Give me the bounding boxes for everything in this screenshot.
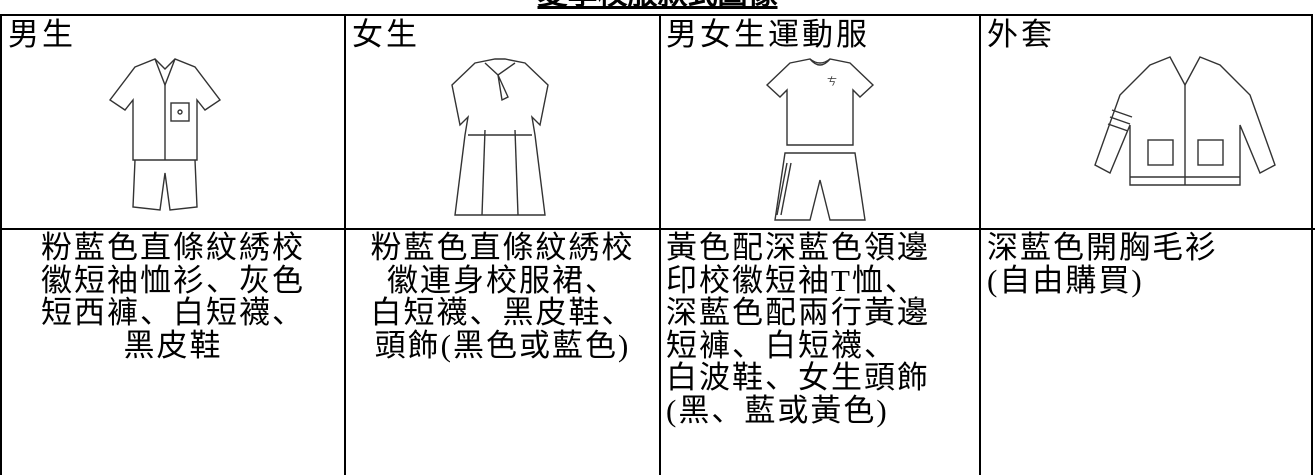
description-line: 印校徽短袖T恤、 [666, 262, 918, 298]
column-border [979, 14, 981, 475]
boy-uniform-image [108, 58, 222, 211]
sports-uniform-image: ㄘ [765, 58, 875, 221]
description-line: (自由購買) [987, 262, 1144, 298]
description-line: 黃色配深藍色領邊 [666, 230, 930, 265]
column-header: 外套 [987, 17, 1055, 52]
table-frame [0, 14, 1313, 475]
column-header: 女生 [352, 17, 420, 52]
description-line: 徽短袖恤衫、灰色 [41, 262, 305, 298]
description-line: 頭飾(黑色或藍色) [374, 327, 631, 363]
description-line: 深藍色開胸毛衫 [987, 230, 1218, 265]
svg-text:ㄘ: ㄘ [827, 75, 837, 88]
description-line: 短褲、白短襪、 [666, 327, 897, 363]
jacket-image [1094, 56, 1276, 186]
column-border [344, 14, 346, 475]
row-border [0, 228, 1315, 230]
description-line: 白波鞋、女生頭飾 [666, 360, 930, 395]
description-line: 短西褲、白短襪、 [41, 295, 305, 330]
column-header: 男生 [8, 17, 76, 52]
column-border [659, 14, 661, 475]
description-line: 徽連身校服裙、 [387, 262, 618, 298]
description-line: 粉藍色直條紋綉校 [41, 230, 305, 265]
description-line: 白短襪、黑皮鞋、 [370, 295, 635, 330]
girl-uniform-image [451, 58, 549, 216]
description-line: 粉藍色直條紋綉校 [370, 230, 635, 265]
column-header: 男女生運動服 [666, 17, 870, 52]
description-line: 黑皮鞋 [123, 327, 223, 363]
title: 夏季校服款式圖像 [0, 0, 1315, 12]
description-line: 深藍色配兩行黃邊 [666, 295, 930, 330]
description-line: (黑、藍或黃色) [666, 392, 889, 428]
